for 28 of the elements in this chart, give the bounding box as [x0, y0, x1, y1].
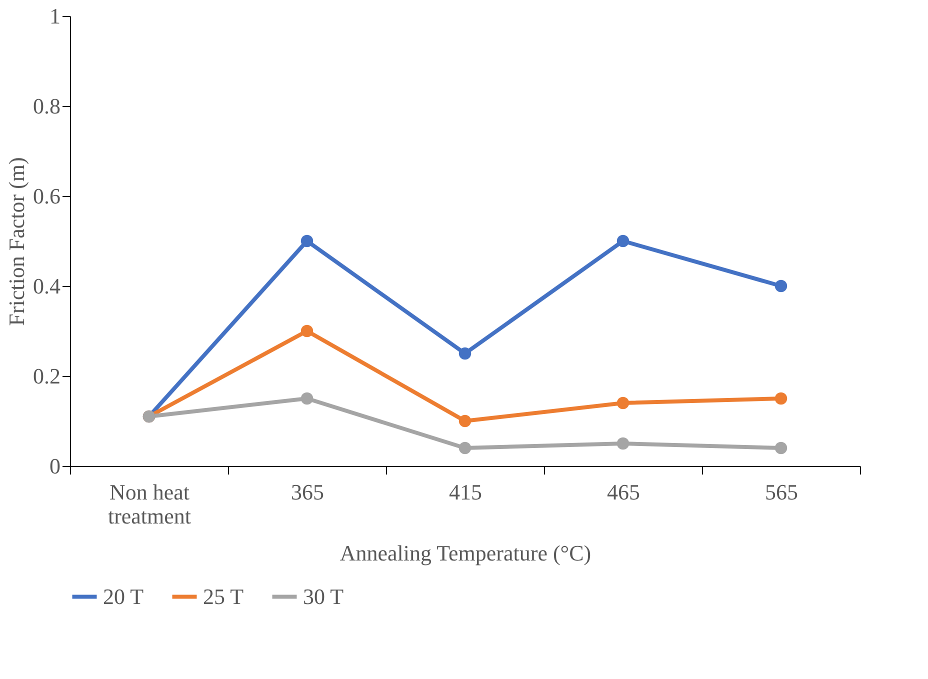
y-tick-label: 1: [50, 4, 60, 28]
point: [458, 347, 472, 360]
x-tick-label: 565: [765, 480, 798, 504]
point: [616, 396, 630, 410]
x-axis-title: Annealing Temperature (°C): [340, 540, 592, 566]
point: [774, 280, 788, 292]
legend-label: 30 T: [303, 584, 344, 609]
point: [774, 392, 788, 405]
x-tick-label: 365: [291, 480, 324, 504]
point: [458, 442, 472, 454]
point: [458, 414, 472, 428]
y-tick-label: 0.4: [33, 274, 60, 298]
legend-label: 25 T: [203, 584, 244, 609]
y-tick-label: 0.2: [33, 364, 60, 388]
point: [616, 234, 630, 248]
x-tick-label: 465: [607, 480, 640, 504]
x-tick-label: Non heat treatment: [108, 480, 192, 528]
point: [616, 437, 630, 450]
point: [300, 324, 314, 338]
y-tick-label: 0: [50, 454, 60, 478]
legend-label: 20 T: [103, 584, 144, 609]
point: [300, 234, 314, 248]
y-axis-title: Friction Factor (m): [4, 157, 29, 326]
y-tick-label: 0.8: [33, 94, 60, 118]
point: [300, 392, 314, 405]
x-tick-label: 415: [449, 480, 482, 504]
y-tick-label: 0.6: [33, 184, 60, 208]
point: [774, 442, 788, 454]
